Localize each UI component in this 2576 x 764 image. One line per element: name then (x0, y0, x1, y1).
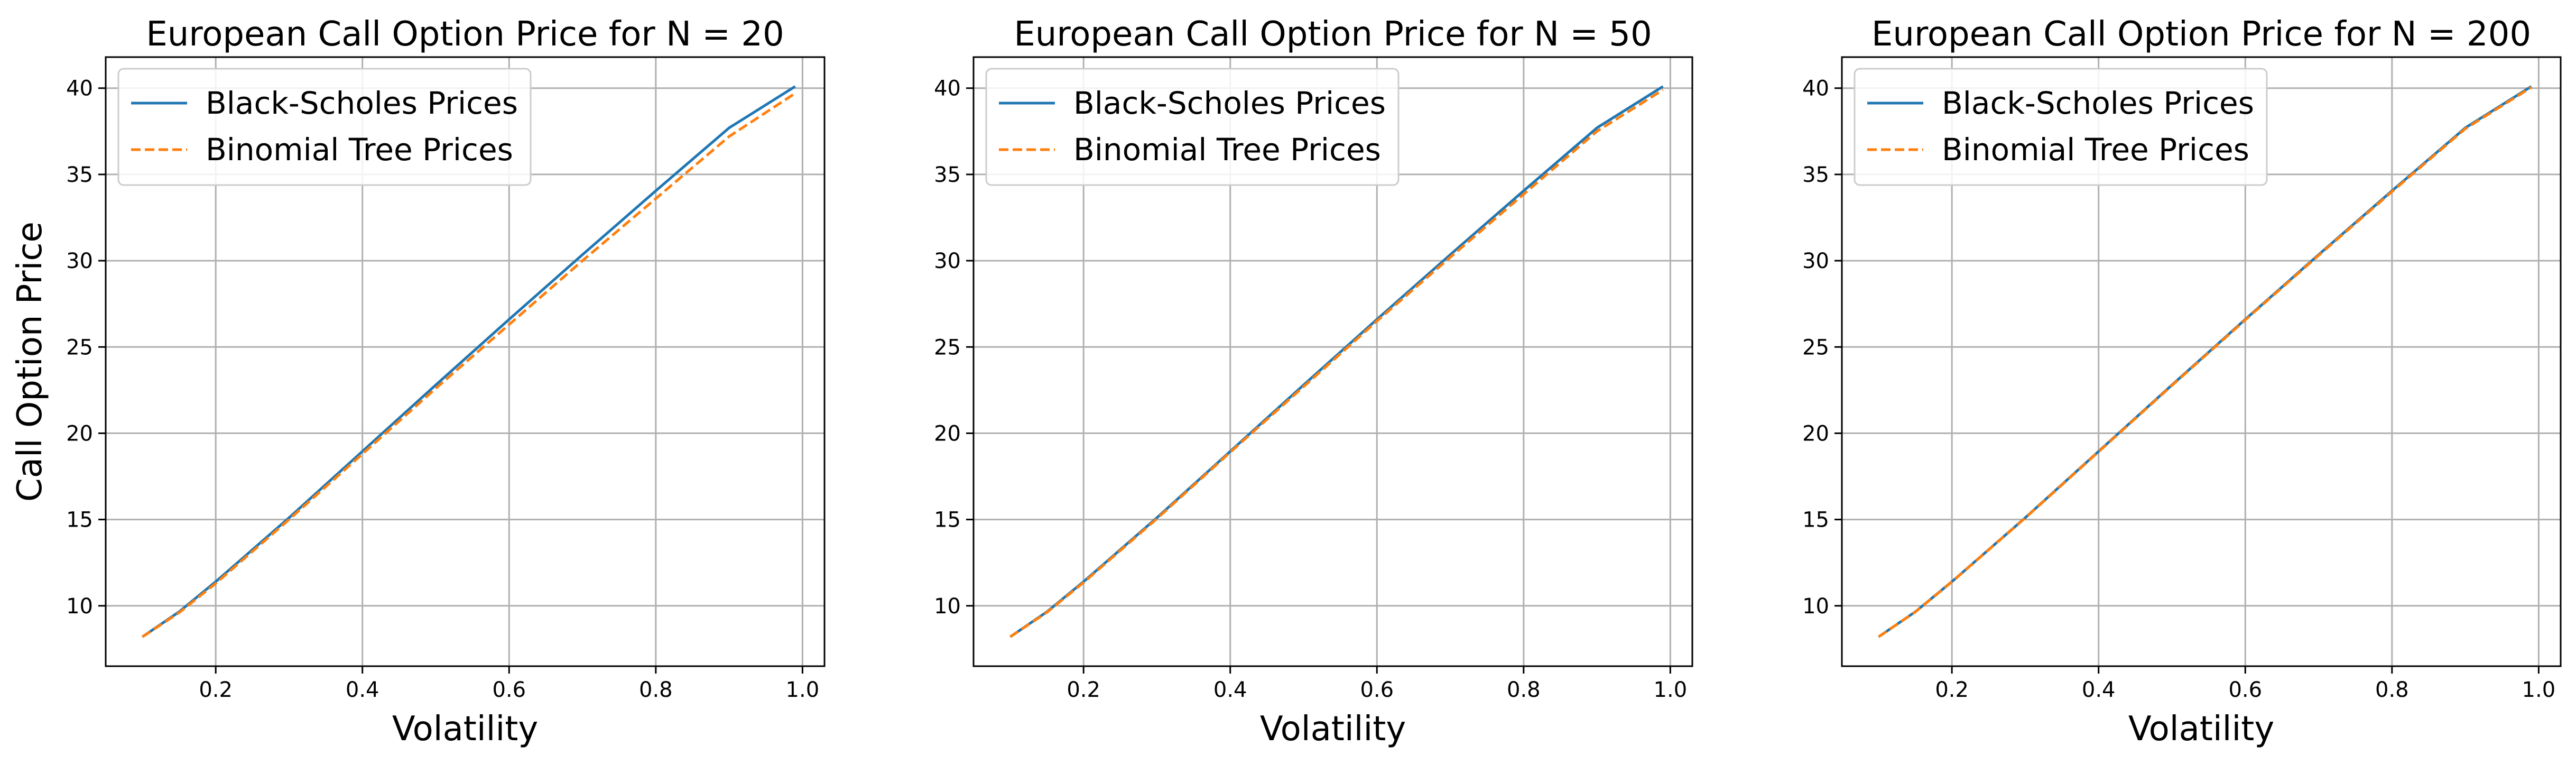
legend-label: Black-Scholes Prices (206, 85, 518, 121)
x-axis-label: Volatility (1260, 710, 1406, 749)
x-tick-label: 0.4 (1213, 678, 1247, 702)
x-tick-label: 1.0 (1654, 678, 1688, 702)
y-tick-label: 25 (1802, 335, 1829, 360)
x-tick-label: 0.6 (492, 678, 526, 702)
y-tick-label: 25 (934, 335, 961, 360)
subplot-2: 0.2 0.4 0.6 0.8 1.0 10 15 20 25 30 35 40 European Ca… (934, 15, 1693, 749)
y-tick-label: 15 (66, 508, 93, 532)
legend-box (117, 68, 532, 186)
subplot-1: 0.2 0.4 0.6 0.8 1.0 10 15 20 25 30 35 40 European Ca… (11, 15, 826, 749)
plot-frame (1841, 56, 2562, 667)
x-tick-label: 1.0 (2522, 678, 2556, 702)
legend-label: Binomial Tree Prices (206, 132, 513, 168)
y-tick-label: 20 (934, 421, 961, 446)
x-tick-label: 0.8 (2375, 678, 2409, 702)
x-tick-label: 0.4 (346, 678, 379, 702)
y-tick-label: 20 (1802, 421, 1829, 446)
y-tick-label: 10 (1802, 594, 1829, 619)
y-tick-label: 35 (934, 163, 961, 187)
chart-title: European Call Option Price for N = 20 (146, 15, 784, 54)
y-tick-label: 30 (1802, 249, 1829, 273)
plot-frame (105, 56, 826, 667)
legend-label: Binomial Tree Prices (1073, 132, 1381, 168)
y-tick-label: 40 (1802, 77, 1829, 101)
subplot-3: 0.2 0.4 0.6 0.8 1.0 10 15 20 25 30 35 40 European Ca… (1802, 15, 2562, 749)
x-axis-label: Volatility (392, 710, 538, 749)
y-tick-label: 40 (66, 77, 93, 101)
y-tick-label: 20 (66, 421, 93, 446)
y-tick-label: 35 (1802, 163, 1829, 187)
x-tick-label: 0.2 (1067, 678, 1100, 702)
y-tick-label: 25 (66, 335, 93, 360)
y-tick-label: 15 (1802, 508, 1829, 532)
chart-title: European Call Option Price for N = 50 (1014, 15, 1652, 54)
x-tick-label: 1.0 (786, 678, 820, 702)
y-tick-label: 35 (66, 163, 93, 187)
y-tick-label: 40 (934, 77, 961, 101)
legend-box (1854, 68, 2268, 186)
x-tick-label: 0.4 (2082, 678, 2116, 702)
x-axis-label: Volatility (2128, 710, 2274, 749)
chart-title: European Call Option Price for N = 200 (1871, 15, 2531, 54)
y-tick-label: 30 (934, 249, 961, 273)
plot-frame (972, 56, 1693, 667)
series-line-binomial-tree (1877, 86, 2532, 638)
legend-label: Binomial Tree Prices (1942, 132, 2249, 168)
x-tick-label: 0.8 (639, 678, 673, 702)
x-tick-label: 0.6 (1360, 678, 1394, 702)
series-line-binomial-tree (1009, 88, 1664, 638)
y-tick-label: 10 (934, 594, 961, 619)
y-tick-label: 15 (934, 508, 961, 532)
legend-label: Black-Scholes Prices (1073, 85, 1386, 121)
x-tick-label: 0.2 (1935, 678, 1969, 702)
series-line-binomial-tree (142, 92, 796, 638)
x-tick-label: 0.2 (199, 678, 233, 702)
legend-label: Black-Scholes Prices (1942, 85, 2254, 121)
legend-box (985, 68, 1400, 186)
y-tick-label: 10 (66, 594, 93, 619)
x-tick-label: 0.8 (1507, 678, 1541, 702)
y-axis-label: Call Option Price (11, 222, 50, 502)
y-tick-label: 30 (66, 249, 93, 273)
x-tick-label: 0.6 (2228, 678, 2262, 702)
